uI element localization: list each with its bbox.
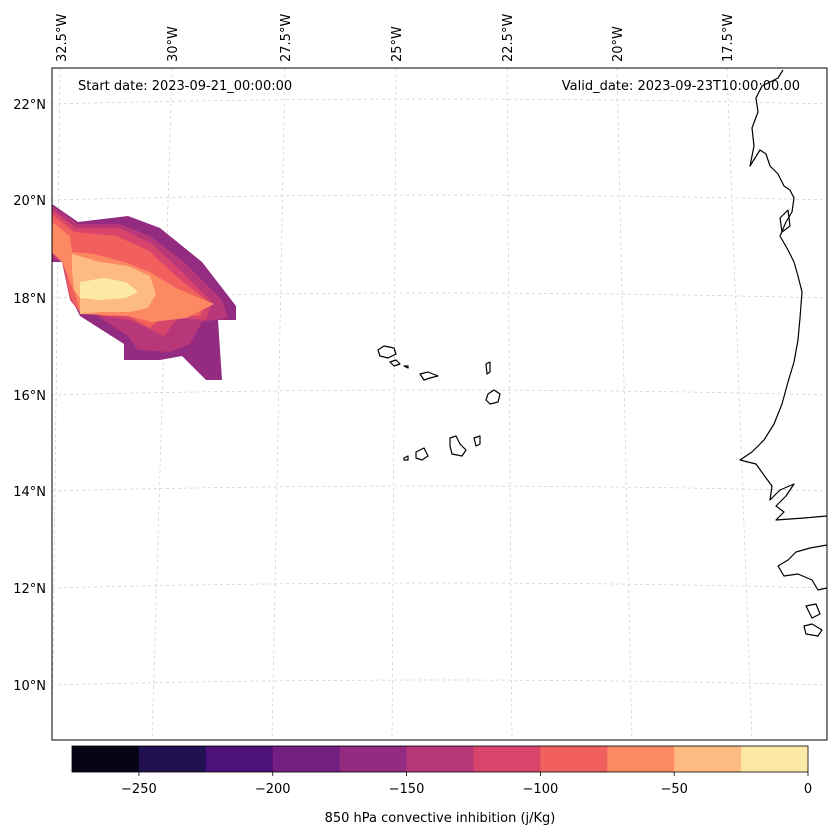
lat-label-20n: 20°N bbox=[13, 194, 46, 209]
gridline-lat-16n bbox=[51, 389, 828, 396]
coastlines bbox=[377, 69, 828, 637]
start-date-label: Start date: 2023-09-21_00:00:00 bbox=[78, 79, 292, 94]
longitude-labels: 32.5°W 30°W 27.5°W 25°W 22.5°W 20°W 17.5… bbox=[55, 14, 736, 62]
gridline-lon-30w bbox=[151, 67, 173, 741]
gridline-lon-32-5w bbox=[51, 67, 61, 741]
coastline-islet-bijagos bbox=[779, 209, 791, 233]
gridline-lat-20n bbox=[51, 194, 828, 201]
colorbar-tick-label-neg50: −50 bbox=[660, 782, 687, 797]
colorbar-tick-label-0: 0 bbox=[804, 782, 812, 797]
colorbar-swatches bbox=[72, 746, 809, 772]
lat-label-12n: 12°N bbox=[13, 582, 46, 597]
lon-label-20w: 20°W bbox=[611, 26, 626, 62]
gridline-lat-14n bbox=[51, 485, 828, 492]
gridline-lon-27-5w bbox=[271, 67, 286, 741]
lat-label-22n: 22°N bbox=[13, 98, 46, 113]
colorbar-swatch-5 bbox=[406, 746, 474, 772]
gridline-lon-25w bbox=[391, 67, 397, 741]
latitude-labels: 22°N 20°N 18°N 16°N 14°N 12°N 10°N bbox=[13, 98, 46, 694]
island-sao-nicolau bbox=[419, 371, 439, 381]
gridline-lon-17-5w bbox=[726, 67, 753, 741]
lat-label-14n: 14°N bbox=[13, 485, 46, 500]
colorbar-swatch-9 bbox=[674, 746, 742, 772]
coastline-islands-south bbox=[803, 603, 823, 637]
colorbar-swatch-7 bbox=[540, 746, 608, 772]
island-fogo bbox=[415, 447, 429, 461]
gridline-lat-22n bbox=[51, 98, 828, 105]
lon-label-30w: 30°W bbox=[166, 26, 181, 62]
gridline-lon-22-5w bbox=[506, 67, 513, 741]
gridline-lat-10n bbox=[51, 679, 828, 686]
lon-label-25w: 25°W bbox=[390, 26, 405, 62]
lon-label-17-5w: 17.5°W bbox=[721, 14, 736, 62]
valid-date-label: Valid_date: 2023-09-23T10:00:00.00 bbox=[562, 79, 800, 94]
colorbar: −250 −200 −150 −100 −50 0 850 hPa convec… bbox=[71, 745, 812, 826]
gridline-lon-20w bbox=[616, 67, 633, 741]
colorbar-swatch-8 bbox=[607, 746, 675, 772]
island-santa-luzia bbox=[403, 365, 409, 369]
cin-shading bbox=[52, 204, 236, 380]
lat-label-18n: 18°N bbox=[13, 292, 46, 307]
colorbar-ticks bbox=[138, 772, 809, 776]
colorbar-swatch-1 bbox=[138, 746, 207, 772]
island-boa-vista bbox=[485, 389, 501, 405]
colorbar-swatch-0 bbox=[72, 746, 140, 772]
lon-label-27-5w: 27.5°W bbox=[279, 14, 294, 62]
island-sal bbox=[485, 361, 491, 375]
colorbar-tick-label-neg150: −150 bbox=[389, 782, 425, 797]
island-brava bbox=[403, 455, 409, 461]
lat-label-16n: 16°N bbox=[13, 389, 46, 404]
lat-label-10n: 10°N bbox=[13, 679, 46, 694]
colorbar-swatch-6 bbox=[473, 746, 541, 772]
coastline-guinea-bissau bbox=[777, 544, 828, 591]
map-frame bbox=[51, 67, 828, 741]
lon-label-32-5w: 32.5°W bbox=[55, 14, 70, 62]
colorbar-frame bbox=[71, 745, 809, 773]
colorbar-tick-label-neg250: −250 bbox=[121, 782, 157, 797]
colorbar-tick-label-neg200: −200 bbox=[255, 782, 291, 797]
colorbar-swatch-4 bbox=[339, 746, 408, 772]
island-maio bbox=[473, 435, 481, 447]
island-sao-vicente bbox=[389, 359, 401, 367]
coastline-west-africa bbox=[739, 69, 828, 521]
colorbar-title: 850 hPa convective inhibition (j/Kg) bbox=[325, 811, 556, 826]
map-background bbox=[52, 68, 827, 740]
island-santo-antao bbox=[377, 345, 397, 359]
island-santiago bbox=[449, 435, 467, 457]
colorbar-swatch-2 bbox=[205, 746, 274, 772]
lon-label-22-5w: 22.5°W bbox=[501, 14, 516, 62]
colorbar-tick-label-neg100: −100 bbox=[523, 782, 559, 797]
colorbar-swatch-3 bbox=[272, 746, 341, 772]
colorbar-swatch-10 bbox=[741, 746, 809, 772]
gridline-lat-12n bbox=[51, 582, 828, 589]
cin-band-yellow bbox=[80, 278, 138, 300]
colorbar-tick-labels: −250 −200 −150 −100 −50 0 bbox=[121, 782, 812, 797]
